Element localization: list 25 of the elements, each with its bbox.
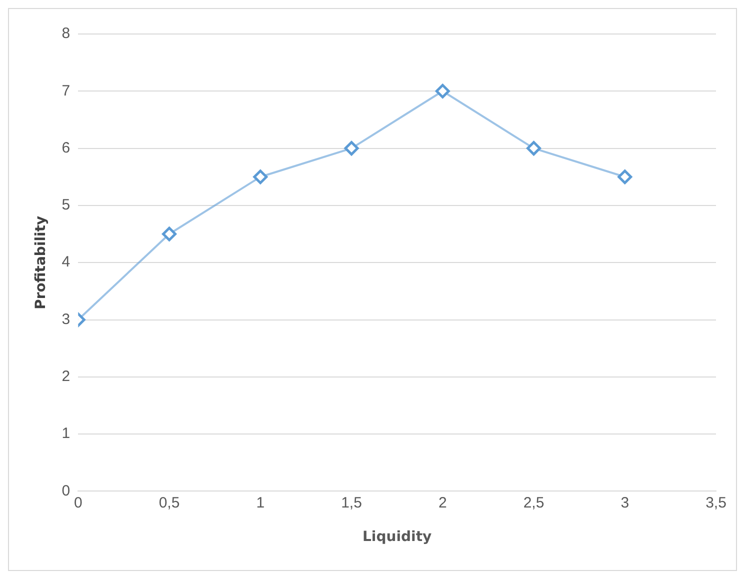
x-tick-label: 0: [74, 494, 82, 512]
x-axis-title: Liquidity: [362, 529, 432, 546]
point: [253, 170, 268, 184]
point: [435, 84, 450, 98]
y-tick-label: 2: [62, 368, 70, 386]
y-tick-label: 8: [62, 25, 70, 42]
y-tick-label: 3: [62, 310, 70, 328]
point: [162, 226, 177, 242]
point: [618, 170, 632, 184]
y-axis-title: Profitability: [33, 216, 50, 310]
x-tick-label: 2,5: [523, 494, 544, 512]
x-tick-label: 0,5: [158, 494, 180, 512]
y-tick-label: 6: [62, 139, 70, 156]
y-tick-label: 5: [62, 196, 70, 214]
x-tick-label: 3,5: [706, 494, 726, 512]
y-tick-label: 0: [62, 482, 70, 500]
y-tick-label: 4: [62, 254, 70, 271]
x-tick-label: 1: [256, 494, 265, 512]
point: [344, 141, 359, 156]
y-tick-label: 1: [62, 425, 70, 442]
x-tick-label: 3: [620, 494, 630, 512]
x-tick-label: 1,5: [341, 494, 362, 512]
point: [526, 141, 542, 156]
y-tick-label: 7: [62, 82, 70, 100]
x-tick-label: 2: [438, 494, 447, 512]
